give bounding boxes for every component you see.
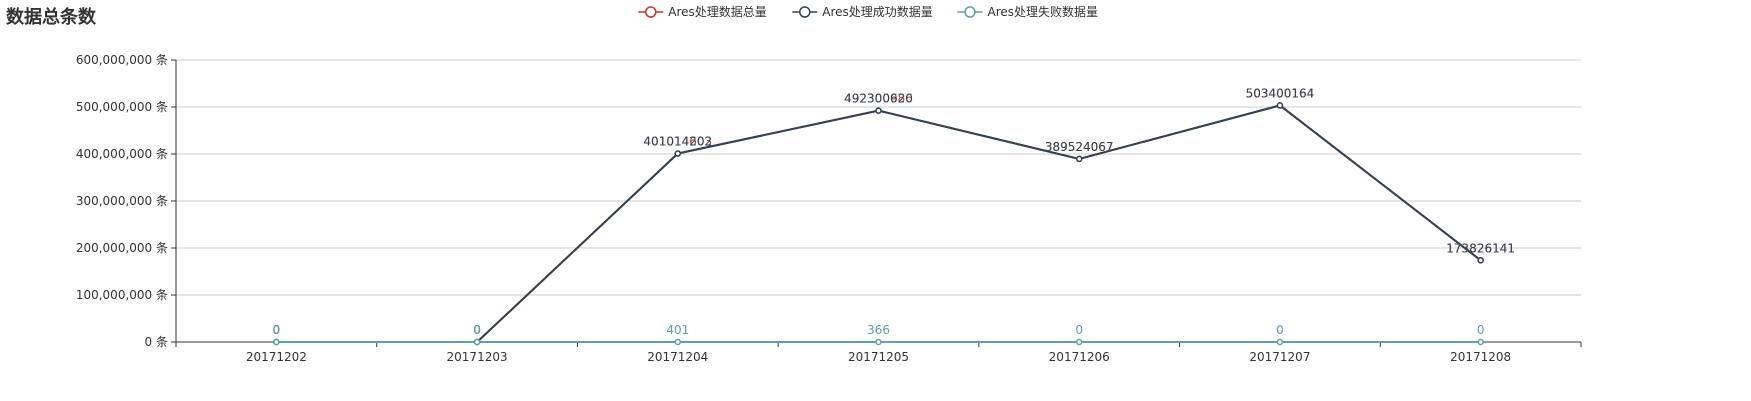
legend-label: Ares处理成功数据量 (822, 4, 933, 19)
data-point[interactable] (1075, 338, 1083, 346)
y-tick-label: 600,000,000 条 (76, 53, 168, 67)
y-tick-label: 300,000,000 条 (76, 194, 168, 208)
legend-label: Ares处理失败数据量 (988, 4, 1099, 19)
data-point[interactable] (875, 338, 882, 346)
legend-label: Ares处理数据总量 (668, 4, 767, 19)
data-label: 492300620 (844, 92, 913, 106)
data-label: 503400164 (1246, 86, 1315, 100)
data-point[interactable] (273, 338, 280, 346)
data-label: 401 (666, 323, 689, 337)
data-label: 492300986 (844, 92, 913, 106)
chart-title: 数据总条数 (6, 7, 96, 28)
y-tick-label: 100,000,000 条 (76, 288, 168, 302)
legend-marker (645, 6, 657, 18)
x-tick-label: 20171208 (1450, 350, 1511, 364)
series-line (276, 104, 1482, 343)
data-label: 0 (1075, 323, 1083, 337)
x-tick-label: 20171206 (1049, 350, 1110, 364)
data-point[interactable] (1276, 102, 1284, 109)
data-label: 389524067 (1045, 140, 1114, 154)
data-label: 0 (273, 323, 281, 337)
data-point[interactable] (674, 150, 682, 157)
x-tick-label: 20171205 (848, 350, 909, 364)
data-label: 401014202 (643, 135, 712, 149)
series-line (276, 104, 1482, 343)
x-tick-label: 20171203 (447, 350, 508, 364)
y-tick-label: 500,000,000 条 (76, 100, 168, 114)
data-point[interactable] (473, 338, 481, 346)
legend-item[interactable]: Ares处理失败数据量 (957, 4, 1099, 19)
y-tick-label: 200,000,000 条 (76, 241, 168, 255)
legend-item[interactable]: Ares处理数据总量 (638, 4, 767, 19)
legend-marker (964, 6, 976, 18)
data-label: 173826141 (1446, 241, 1515, 255)
axes: 0 条 100,000,000 条 200,000,000 条 300,000,000… (76, 53, 1582, 364)
data-point[interactable] (1075, 155, 1083, 163)
data-label: 0 (1477, 323, 1485, 337)
data-point[interactable] (1276, 338, 1284, 346)
x-tick-label: 20171202 (246, 350, 307, 364)
legend-item[interactable]: Ares处理成功数据量 (792, 4, 933, 19)
y-tick-label: 0 条 (145, 335, 168, 349)
data-label: 0 (473, 323, 481, 337)
data-label: 503400164 (1246, 86, 1315, 100)
data-label: 0 (473, 323, 481, 337)
data-point[interactable] (1477, 257, 1484, 264)
data-labels: 0 0 401014603 492300986 389524067 503400164 17… (273, 86, 1515, 337)
data-point[interactable] (1477, 338, 1484, 346)
data-label: 0 (273, 323, 281, 337)
data-label: 366 (867, 323, 890, 337)
x-tick-label: 20171207 (1249, 350, 1310, 364)
data-point[interactable] (875, 107, 882, 114)
data-label: 0 (1276, 323, 1284, 337)
y-tick-label: 400,000,000 条 (76, 147, 168, 161)
data-label: 173826141 (1446, 241, 1515, 255)
data-label: 0 (273, 323, 281, 337)
grid-lines (176, 59, 1581, 296)
legend-marker (799, 6, 811, 18)
data-point[interactable] (674, 338, 682, 346)
x-tick-label: 20171204 (647, 350, 708, 364)
data-label: 389524067 (1045, 140, 1114, 154)
legend: Ares处理数据总量 Ares处理成功数据量 Ares处理失败数据量 (638, 4, 1098, 19)
series-layer (273, 102, 1484, 346)
data-label: 401014603 (643, 135, 712, 149)
data-label: 0 (473, 323, 481, 337)
